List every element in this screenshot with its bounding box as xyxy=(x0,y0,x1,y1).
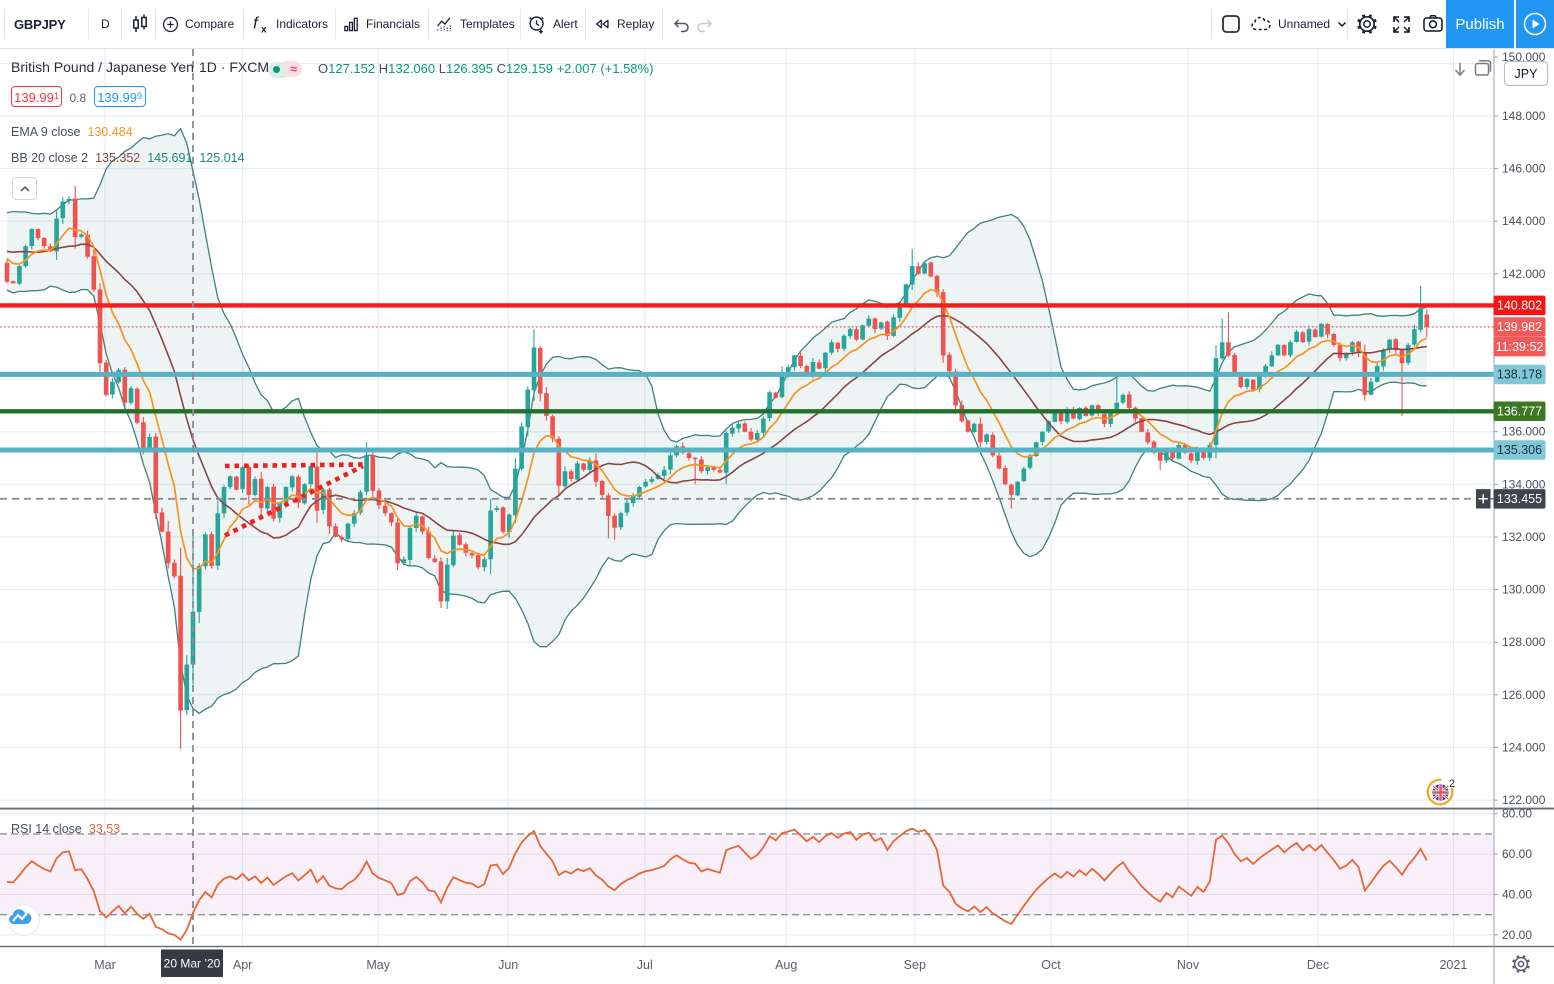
svg-text:140.802: 140.802 xyxy=(1497,299,1542,313)
svg-text:JPY: JPY xyxy=(1515,67,1539,81)
svg-text:134.000: 134.000 xyxy=(1502,477,1546,491)
svg-text:139.982: 139.982 xyxy=(1497,320,1542,334)
svg-text:f: f xyxy=(253,14,260,33)
svg-text:128.000: 128.000 xyxy=(1502,635,1546,649)
svg-text:136.777: 136.777 xyxy=(1497,405,1542,419)
svg-text:133.455: 133.455 xyxy=(1497,492,1542,506)
svg-text:20 Mar ’20: 20 Mar ’20 xyxy=(164,957,221,971)
svg-text:Jul: Jul xyxy=(637,958,653,972)
svg-text:142.000: 142.000 xyxy=(1502,267,1546,281)
svg-text:132.000: 132.000 xyxy=(1502,530,1546,544)
svg-text:2021: 2021 xyxy=(1439,958,1467,972)
svg-text:135.306: 135.306 xyxy=(1497,443,1542,457)
svg-text:Aug: Aug xyxy=(775,958,797,972)
svg-text:138.178: 138.178 xyxy=(1497,368,1542,382)
svg-text:130.000: 130.000 xyxy=(1502,583,1546,597)
svg-text:Nov: Nov xyxy=(1177,958,1200,972)
svg-text:11:39:52: 11:39:52 xyxy=(1496,340,1544,354)
svg-text:146.000: 146.000 xyxy=(1502,162,1546,176)
svg-text:150.000: 150.000 xyxy=(1502,50,1546,64)
svg-text:2: 2 xyxy=(1449,778,1455,790)
svg-text:124.000: 124.000 xyxy=(1502,740,1546,754)
svg-text:126.000: 126.000 xyxy=(1502,688,1546,702)
svg-text:Dec: Dec xyxy=(1307,958,1329,972)
svg-text:Oct: Oct xyxy=(1041,958,1061,972)
svg-text:May: May xyxy=(366,958,390,972)
svg-text:148.000: 148.000 xyxy=(1502,109,1546,123)
svg-text:40.00: 40.00 xyxy=(1502,888,1532,902)
svg-text:Sep: Sep xyxy=(904,958,926,972)
svg-text:122.000: 122.000 xyxy=(1502,793,1546,807)
svg-text:Jun: Jun xyxy=(498,958,518,972)
svg-text:60.00: 60.00 xyxy=(1502,847,1532,861)
svg-text:136.000: 136.000 xyxy=(1502,425,1546,439)
svg-text:20.00: 20.00 xyxy=(1502,928,1532,942)
svg-text:144.000: 144.000 xyxy=(1502,214,1546,228)
svg-text:Mar: Mar xyxy=(94,958,116,972)
svg-text:x: x xyxy=(261,25,267,35)
svg-text:80.00: 80.00 xyxy=(1502,807,1532,821)
svg-text:Apr: Apr xyxy=(233,958,252,972)
